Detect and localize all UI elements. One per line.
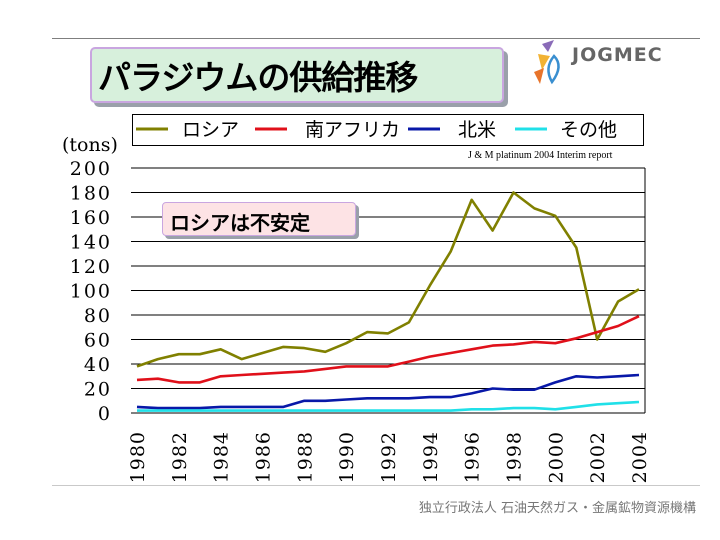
x-tick-label: 1994 (420, 431, 442, 483)
source-note: J & M platinum 2004 Interim report (468, 150, 613, 161)
series-line-north_america (136, 373, 640, 410)
top-rule (52, 38, 700, 39)
x-tick-label: 2000 (545, 431, 567, 483)
y-tick-label: 140 (70, 232, 112, 254)
footer-rule (52, 485, 700, 486)
y-tick-label: 120 (70, 256, 112, 278)
y-tick-label: 40 (84, 354, 112, 376)
x-tick-label: 2004 (629, 431, 651, 483)
logo-text: JOGMEC (572, 44, 663, 66)
x-tick-label: 1984 (211, 431, 233, 483)
y-tick-label: 200 (70, 158, 112, 180)
x-tick-label: 1982 (169, 431, 191, 483)
x-tick-label: 1998 (504, 431, 526, 483)
x-tick-label: 1986 (253, 431, 275, 483)
x-tick-label: 1990 (336, 431, 358, 483)
legend-label-south_africa: 南アフリカ (305, 119, 400, 141)
annotation-box (162, 202, 356, 236)
annotation-text: ロシアは不安定 (170, 211, 310, 235)
y-tick-label: 100 (70, 281, 112, 303)
y-tick-label: 180 (70, 183, 112, 205)
legend-label-north_america: 北米 (458, 119, 496, 141)
series-line-south_africa (136, 315, 640, 384)
x-tick-label: 1988 (294, 431, 316, 483)
footer-text: 独立行政法人 石油天然ガス・金属鉱物資源機構 (418, 501, 696, 516)
y-axis-unit: (tons) (62, 134, 118, 156)
y-tick-label: 160 (70, 207, 112, 229)
x-tick-label: 1980 (127, 431, 149, 483)
x-tick-label: 1992 (378, 431, 400, 483)
title-box (90, 47, 504, 103)
chart-title: パラジウムの供給推移 (98, 58, 418, 97)
x-tick-label: 1996 (462, 431, 484, 483)
x-tick-label: 2002 (587, 431, 609, 483)
jogmec-logo-icon (534, 40, 560, 85)
legend-label-other: その他 (560, 119, 617, 141)
series-line-russia (136, 191, 640, 368)
series-line-other (137, 400, 640, 412)
y-tick-label: 0 (98, 403, 112, 425)
legend-label-russia: ロシア (182, 119, 239, 141)
y-tick-label: 80 (84, 305, 112, 327)
y-tick-label: 20 (84, 379, 112, 401)
y-tick-label: 60 (84, 330, 112, 352)
legend (132, 114, 644, 146)
